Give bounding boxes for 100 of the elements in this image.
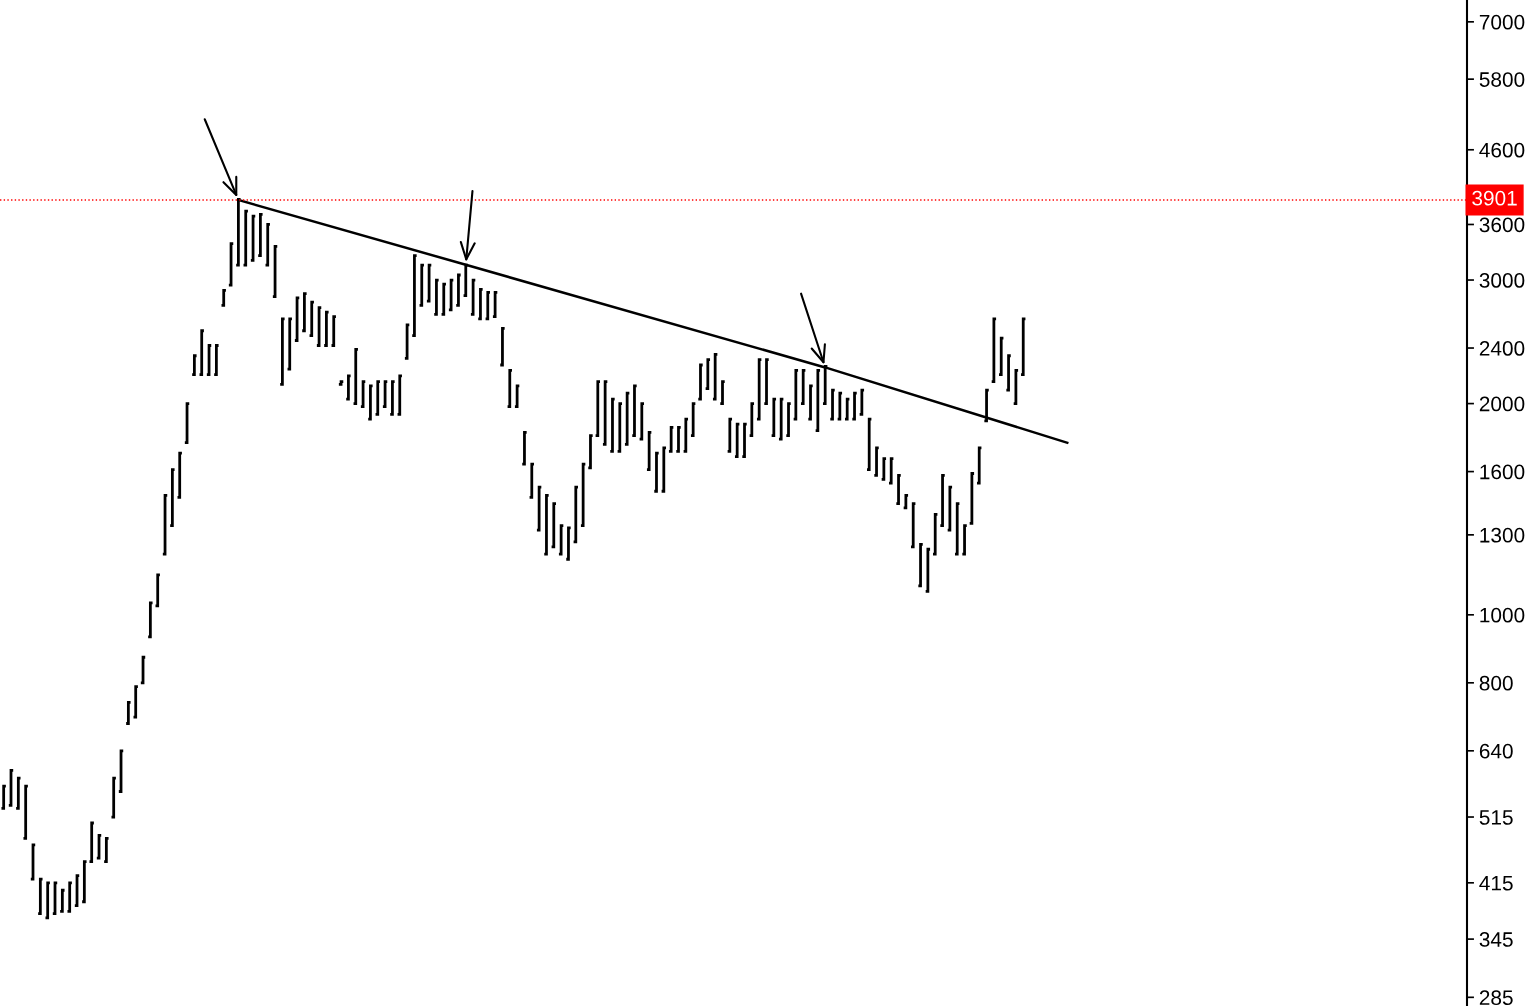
candlestick: [256, 213, 264, 258]
candlestick: [836, 391, 844, 421]
candlestick: [902, 493, 910, 510]
candlestick: [982, 388, 991, 423]
candlestick: [1012, 369, 1020, 405]
candlestick: [80, 860, 88, 904]
candlestick: [190, 354, 198, 376]
candlestick: [308, 300, 316, 337]
candlestick: [0, 784, 8, 810]
y-tick-label: 5800: [1479, 72, 1525, 87]
candlestick: [36, 877, 44, 916]
candlestick: [594, 380, 602, 438]
candlestick: [300, 292, 308, 333]
y-tick-label: 4600: [1479, 142, 1525, 158]
candlestick: [608, 397, 617, 453]
candlestick: [667, 425, 675, 453]
candlestick: [535, 485, 543, 532]
y-tick-label: 3000: [1479, 273, 1525, 288]
candlestick: [638, 402, 646, 441]
candlestick: [557, 524, 565, 556]
y-tick-label: 2000: [1479, 396, 1525, 412]
candlestick: [337, 380, 345, 386]
y-tick-label: 345: [1479, 932, 1513, 947]
candlestick: [432, 278, 441, 316]
candlestick: [564, 526, 573, 561]
candlestick: [227, 242, 235, 287]
candlestick: [689, 402, 697, 438]
candlestick: [762, 358, 771, 405]
candlestick: [146, 601, 154, 639]
candlestick: [528, 462, 536, 499]
candlestick: [645, 430, 653, 472]
candlestick: [755, 358, 763, 421]
y-tick-label: 3600: [1479, 217, 1525, 233]
candlestick: [579, 462, 587, 528]
candlestick: [894, 474, 903, 506]
candlestick: [887, 457, 895, 485]
candlestick: [73, 874, 81, 908]
candlestick: [792, 369, 800, 421]
y-tick-label: 7000: [1479, 14, 1525, 30]
candlestick: [733, 422, 741, 459]
candlestick: [132, 685, 140, 719]
candlestick: [352, 347, 360, 405]
candlestick: [388, 380, 397, 416]
candlestick: [381, 380, 389, 409]
candlestick: [542, 493, 551, 556]
candlestick: [7, 769, 15, 807]
candlestick: [872, 446, 881, 477]
candlestick: [29, 843, 37, 881]
candlestick: [176, 451, 184, 499]
candlestick: [322, 310, 330, 347]
candlestick: [506, 369, 514, 409]
candlestick: [784, 402, 793, 438]
candlestick: [630, 384, 639, 438]
candlestick: [909, 502, 917, 549]
candlestick: [212, 344, 220, 376]
candlestick: [66, 881, 74, 913]
candlestick: [924, 547, 932, 593]
candlestick: [718, 380, 727, 405]
candlestick: [454, 273, 463, 307]
candlestick: [330, 315, 338, 347]
candlestick: [95, 833, 103, 860]
candlestick: [828, 388, 837, 421]
candlestick: [359, 380, 367, 409]
candlestick: [850, 391, 859, 421]
candlestick: [117, 749, 125, 793]
candlestick: [748, 402, 756, 438]
candlestick: [990, 317, 998, 383]
candlestick: [293, 296, 301, 342]
candlestick: [168, 468, 176, 528]
candlestick: [183, 402, 191, 444]
candlestick: [344, 374, 352, 401]
y-tick-label: 1600: [1480, 464, 1525, 480]
y-tick-label: 2400: [1479, 341, 1525, 356]
candlestick: [726, 417, 734, 453]
candlestick: [198, 329, 206, 376]
candlestick: [22, 784, 30, 840]
candlestick: [843, 397, 851, 421]
candlestick: [880, 457, 888, 481]
candlestick: [799, 369, 807, 405]
candlestick: [601, 380, 609, 446]
candlestick: [520, 430, 529, 466]
candlestick: [740, 422, 749, 459]
candlestick: [821, 364, 829, 405]
candlestick: [205, 344, 213, 376]
candlestick: [271, 245, 279, 299]
candlestick: [315, 306, 323, 347]
candlestick: [102, 837, 110, 863]
candlestick: [396, 374, 404, 416]
candlestick: [51, 881, 59, 916]
candlestick: [249, 214, 257, 262]
candlestick: [652, 451, 661, 493]
candlestick: [550, 502, 558, 549]
candlestick: [44, 881, 52, 920]
y-tick-label: 1000: [1480, 607, 1525, 623]
candlestick: [997, 336, 1005, 376]
candlestick: [1004, 354, 1013, 392]
candlestick: [946, 485, 954, 532]
candlestick: [286, 317, 294, 371]
candlestick: [462, 263, 470, 298]
candlestick: [616, 402, 624, 453]
